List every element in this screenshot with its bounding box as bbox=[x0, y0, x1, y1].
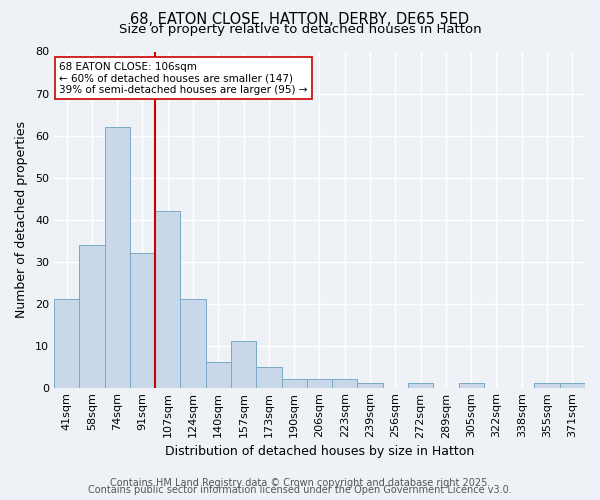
Bar bbox=[206, 362, 231, 388]
Text: Contains public sector information licensed under the Open Government Licence v3: Contains public sector information licen… bbox=[88, 485, 512, 495]
Y-axis label: Number of detached properties: Number of detached properties bbox=[15, 121, 28, 318]
Text: 68 EATON CLOSE: 106sqm
← 60% of detached houses are smaller (147)
39% of semi-de: 68 EATON CLOSE: 106sqm ← 60% of detached… bbox=[59, 62, 308, 95]
Text: Size of property relative to detached houses in Hatton: Size of property relative to detached ho… bbox=[119, 22, 481, 36]
Bar bbox=[231, 342, 256, 388]
Bar bbox=[535, 384, 560, 388]
X-axis label: Distribution of detached houses by size in Hatton: Distribution of detached houses by size … bbox=[165, 444, 474, 458]
Bar bbox=[104, 127, 130, 388]
Text: Contains HM Land Registry data © Crown copyright and database right 2025.: Contains HM Land Registry data © Crown c… bbox=[110, 478, 490, 488]
Bar bbox=[332, 379, 358, 388]
Bar bbox=[458, 384, 484, 388]
Bar bbox=[181, 300, 206, 388]
Bar bbox=[130, 253, 155, 388]
Bar bbox=[54, 300, 79, 388]
Bar bbox=[307, 379, 332, 388]
Bar bbox=[155, 211, 181, 388]
Bar bbox=[358, 384, 383, 388]
Text: 68, EATON CLOSE, HATTON, DERBY, DE65 5ED: 68, EATON CLOSE, HATTON, DERBY, DE65 5ED bbox=[130, 12, 470, 28]
Bar bbox=[79, 244, 104, 388]
Bar bbox=[281, 379, 307, 388]
Bar bbox=[408, 384, 433, 388]
Bar bbox=[256, 366, 281, 388]
Bar bbox=[560, 384, 585, 388]
